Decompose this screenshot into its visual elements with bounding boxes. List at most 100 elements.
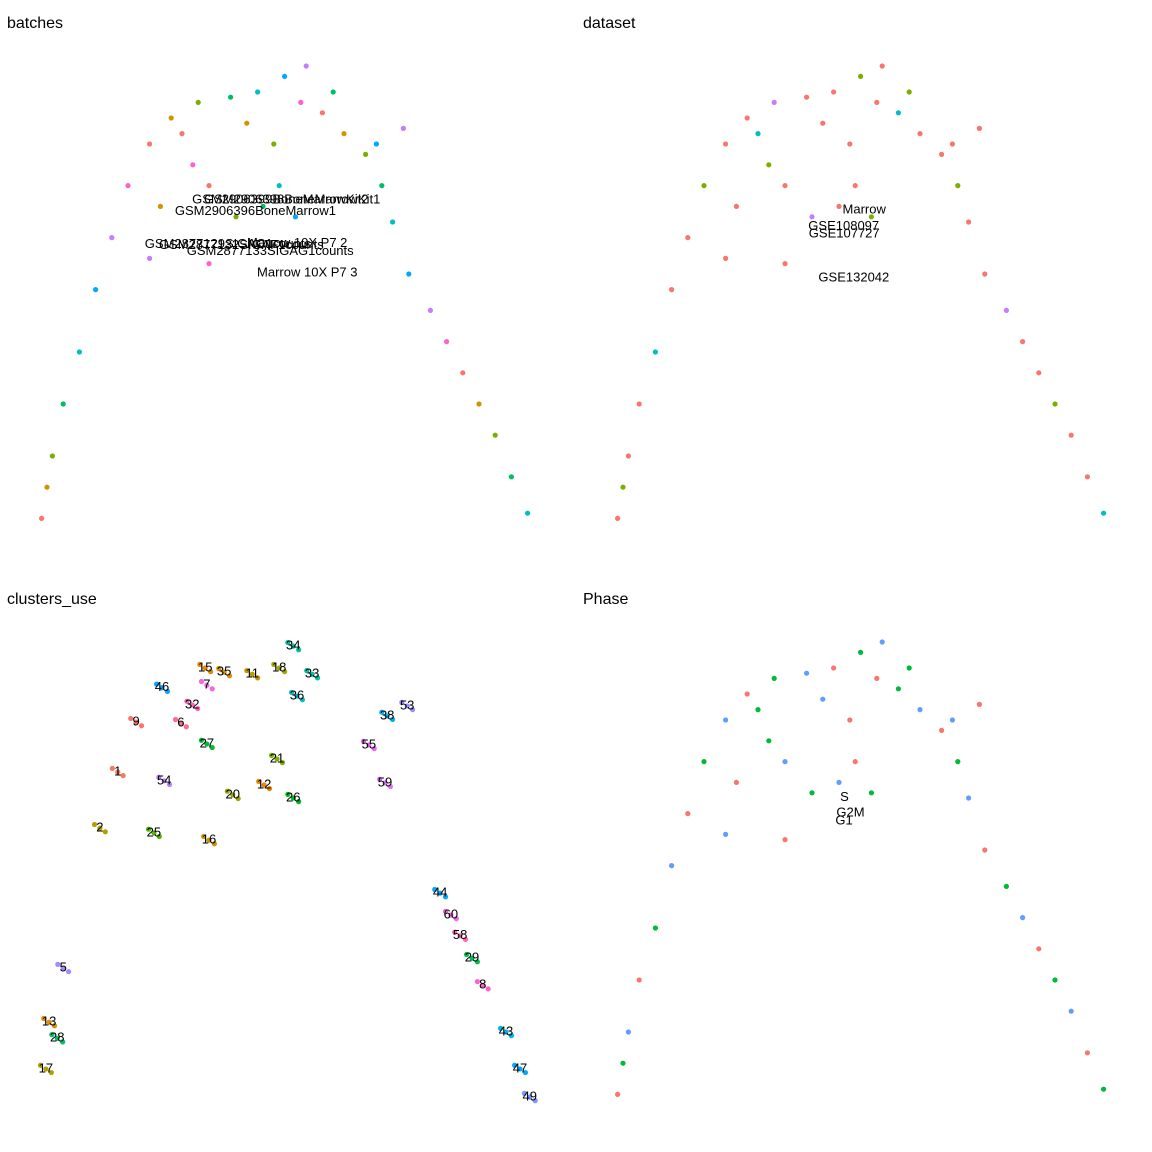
cell-point: [1084, 474, 1090, 480]
cell-point: [652, 349, 659, 355]
cell-point: [521, 1090, 527, 1096]
cell-point: [128, 715, 134, 722]
cell-point: [782, 759, 788, 765]
cell-point: [517, 1066, 523, 1072]
cell-point: [195, 99, 201, 105]
cell-point: [852, 759, 858, 765]
cell-point: [782, 261, 788, 267]
cell-point: [43, 1066, 49, 1072]
cell-point: [387, 783, 394, 790]
cell-point: [669, 863, 675, 869]
cell-point: [949, 141, 956, 147]
cell-point: [206, 837, 212, 843]
cell-point: [804, 94, 810, 100]
cell-point: [1052, 977, 1058, 983]
cell-point: [685, 235, 691, 241]
cell-point: [462, 936, 469, 943]
cell-point: [179, 131, 185, 137]
cell-point: [37, 1062, 44, 1068]
group-label: 17: [39, 1060, 53, 1075]
cell-point: [230, 792, 236, 798]
cell-point: [400, 125, 406, 131]
group-label: GSM2877129SIGAC1counts: [145, 236, 312, 251]
cell-point: [809, 214, 815, 220]
group-label: GSM2906399BoneMarrowKit2: [192, 192, 368, 207]
group-label: GSE108097: [808, 218, 879, 233]
group-label: 36: [290, 688, 304, 703]
cell-point: [820, 696, 826, 702]
cell-point: [255, 675, 261, 681]
group-label: 1: [114, 763, 121, 778]
cell-point: [133, 719, 139, 725]
cell-point: [276, 665, 282, 671]
cell-point: [982, 847, 988, 853]
cell-point: [48, 1069, 54, 1076]
group-label: 25: [147, 824, 161, 839]
cell-point: [982, 271, 988, 277]
cell-point: [463, 951, 470, 958]
cell-point: [939, 727, 945, 734]
cell-point: [156, 833, 162, 840]
group-label: GSM2877132SIGAF1counts: [159, 237, 324, 252]
cell-point: [498, 1025, 504, 1031]
panel-title: dataset: [583, 15, 636, 32]
cell-point: [1084, 1050, 1090, 1056]
panel-title: Phase: [583, 591, 628, 608]
cell-point: [314, 675, 321, 681]
cell-point: [874, 675, 880, 682]
cell-point: [390, 219, 396, 225]
cell-point: [442, 908, 449, 914]
cell-point: [60, 401, 66, 407]
cell-point: [652, 925, 659, 931]
cell-point: [847, 717, 853, 723]
cell-point: [485, 986, 491, 992]
cell-point: [209, 744, 215, 751]
cell-point: [744, 691, 750, 697]
cell-point: [54, 1035, 60, 1041]
cell-point: [377, 776, 383, 782]
cell-point: [782, 837, 788, 843]
group-label: 21: [270, 750, 284, 765]
cell-point: [1052, 401, 1058, 407]
cell-point: [955, 759, 961, 765]
cell-point: [41, 1015, 47, 1022]
cell-point: [427, 307, 433, 313]
cell-point: [460, 370, 466, 376]
cell-point: [204, 741, 210, 747]
cell-point: [298, 99, 304, 105]
cell-point: [744, 115, 750, 121]
group-label: 6: [177, 715, 184, 730]
cell-point: [625, 1029, 632, 1035]
cell-point: [189, 702, 195, 708]
cell-point: [198, 737, 205, 743]
cell-point: [97, 825, 103, 831]
cell-point: [1036, 946, 1042, 952]
cell-point: [476, 401, 482, 407]
cell-point: [733, 203, 740, 209]
cell-point: [244, 120, 250, 126]
cell-point: [469, 955, 475, 961]
cell-point: [399, 699, 405, 705]
group-label: Marrow 10X P7 2: [247, 235, 347, 250]
cell-point: [858, 73, 864, 79]
cell-point: [685, 811, 691, 817]
cell-point: [147, 255, 153, 261]
cell-point: [46, 1019, 52, 1025]
cell-point: [917, 131, 923, 137]
cell-point: [208, 669, 214, 675]
cell-point: [366, 742, 372, 748]
cell-point: [120, 773, 126, 779]
cell-point: [492, 432, 498, 438]
cell-point: [879, 639, 885, 645]
cell-point: [723, 831, 729, 838]
cell-point: [76, 349, 82, 355]
cell-point: [303, 63, 309, 69]
group-label: 60: [444, 906, 458, 921]
cell-point: [1003, 883, 1010, 890]
group-label: 58: [453, 927, 467, 942]
cell-point: [895, 110, 902, 116]
cell-point: [147, 141, 153, 147]
cell-point: [879, 63, 885, 69]
cell-point: [216, 665, 222, 672]
cell-point: [976, 125, 983, 131]
